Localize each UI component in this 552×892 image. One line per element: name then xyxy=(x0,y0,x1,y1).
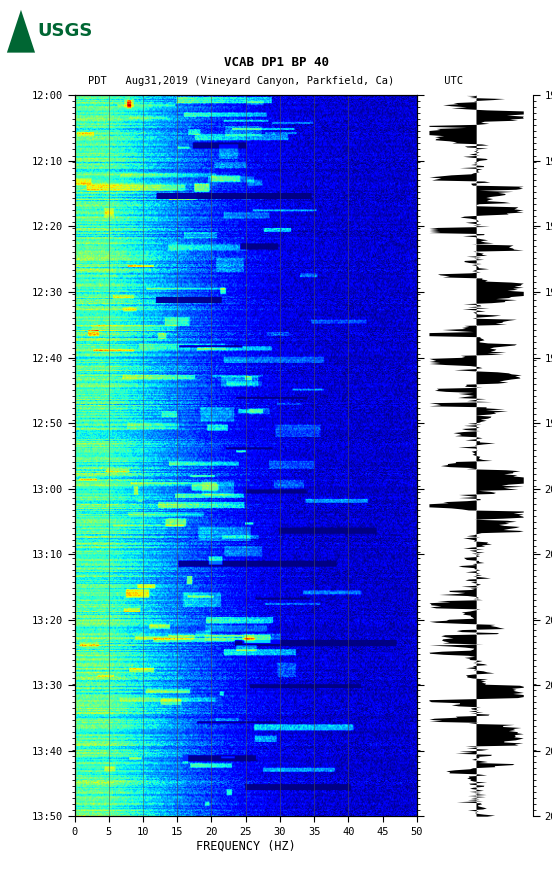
Polygon shape xyxy=(7,10,35,53)
X-axis label: FREQUENCY (HZ): FREQUENCY (HZ) xyxy=(196,839,295,853)
Text: PDT   Aug31,2019 (Vineyard Canyon, Parkfield, Ca)        UTC: PDT Aug31,2019 (Vineyard Canyon, Parkfie… xyxy=(88,76,464,86)
Text: USGS: USGS xyxy=(38,22,93,40)
Text: VCAB DP1 BP 40: VCAB DP1 BP 40 xyxy=(224,55,328,69)
